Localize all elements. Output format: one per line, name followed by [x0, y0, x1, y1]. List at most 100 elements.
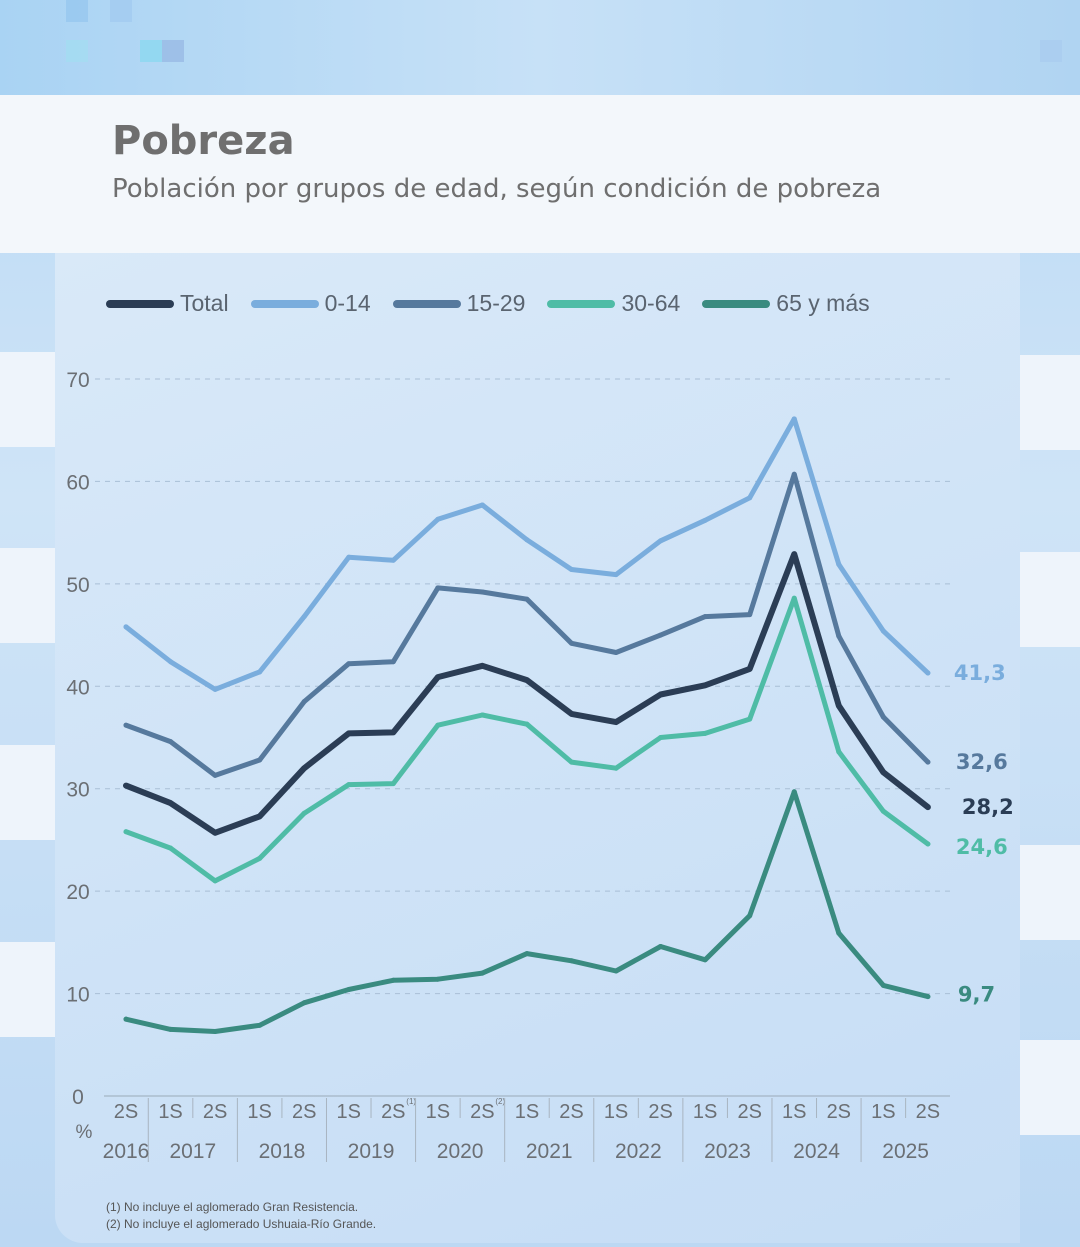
data-point	[123, 1016, 129, 1022]
page-title: Pobreza	[112, 118, 295, 164]
x-tick-year: 2020	[437, 1140, 484, 1163]
end-value-label: 41,3	[954, 661, 1006, 685]
data-point	[123, 783, 129, 789]
data-point	[390, 557, 396, 563]
x-tick-semester: 1S	[604, 1101, 628, 1123]
legend-item: 0-14	[250, 290, 371, 317]
x-tick-semester: 2S	[648, 1101, 672, 1123]
data-point	[212, 686, 218, 692]
data-point	[168, 845, 174, 851]
data-point	[925, 670, 931, 676]
data-point	[301, 699, 307, 705]
x-tick-semester: 1S	[871, 1101, 895, 1123]
data-point	[123, 624, 129, 630]
x-tick-semester: 1S	[782, 1101, 806, 1123]
data-point	[168, 1026, 174, 1032]
legend-label: 65 y más	[776, 290, 870, 316]
data-point	[212, 878, 218, 884]
y-tick-label: 60	[66, 471, 89, 494]
data-point	[390, 729, 396, 735]
legend-item: Total	[106, 290, 229, 317]
data-point	[301, 810, 307, 816]
data-point	[747, 495, 753, 501]
x-tick-year: 2025	[882, 1140, 929, 1163]
data-point	[658, 734, 664, 740]
footnote-2: (2) No incluye el aglomerado Ushuaia-Río…	[106, 1217, 377, 1231]
x-tick-semester: 2S	[292, 1101, 316, 1123]
data-point	[435, 722, 441, 728]
data-point	[257, 813, 263, 819]
data-point	[702, 957, 708, 963]
legend-swatch	[250, 299, 319, 308]
x-tick-semester: 2S	[737, 1101, 761, 1123]
x-tick-year: 2017	[169, 1140, 216, 1163]
data-point	[257, 1022, 263, 1028]
data-point	[435, 585, 441, 591]
x-tick-semester: 1S	[693, 1101, 717, 1123]
data-point	[390, 977, 396, 983]
x-tick-year: 2022	[615, 1140, 662, 1163]
x-tick-semester: 2S	[916, 1101, 940, 1123]
data-point	[791, 551, 797, 557]
data-point	[791, 789, 797, 795]
data-point	[613, 765, 619, 771]
y-tick-label: 0	[72, 1086, 84, 1109]
data-point	[346, 782, 352, 788]
data-point	[168, 800, 174, 806]
y-tick-label: 10	[66, 984, 89, 1007]
x-tick-year: 2021	[526, 1140, 573, 1163]
data-point	[613, 572, 619, 578]
data-point	[212, 772, 218, 778]
series-line-65-y-más	[123, 789, 931, 1034]
data-point	[702, 730, 708, 736]
top-decorative-band	[0, 0, 1080, 95]
data-point	[569, 711, 574, 717]
data-point	[301, 1000, 307, 1006]
x-tick-semester: 2S	[203, 1101, 227, 1123]
x-tick-semester: 1S	[158, 1101, 182, 1123]
side-decoration	[1020, 1040, 1080, 1135]
data-point	[747, 666, 753, 672]
data-point	[435, 674, 441, 680]
x-tick-year: 2019	[348, 1140, 395, 1163]
data-point	[658, 632, 664, 638]
x-tick-semester: 1S	[426, 1101, 450, 1123]
data-point	[257, 757, 263, 763]
data-point	[390, 781, 396, 787]
data-point	[524, 537, 530, 543]
end-value-label: 24,6	[956, 835, 1008, 859]
data-point	[479, 502, 485, 508]
data-point	[212, 830, 218, 836]
y-tick-label: 20	[66, 881, 89, 904]
legend-label: Total	[180, 290, 229, 316]
data-point	[747, 913, 753, 919]
data-point	[569, 567, 574, 573]
end-value-label: 28,2	[962, 795, 1014, 819]
legend-label: 30-64	[621, 290, 681, 316]
data-point	[613, 968, 619, 974]
legend-swatch	[392, 299, 461, 308]
x-tick-footnote-mark: (1)	[406, 1097, 416, 1106]
data-point	[880, 714, 886, 720]
x-tick-semester: 1S	[247, 1101, 271, 1123]
data-point	[613, 719, 619, 725]
side-decoration	[1020, 355, 1080, 450]
data-point	[791, 595, 797, 601]
side-decoration	[0, 352, 60, 447]
y-tick-label: 40	[66, 676, 89, 699]
legend-swatch	[106, 299, 174, 308]
legend: Total 0-14 15-29 30-64 65 y más	[106, 290, 870, 317]
y-tick-label: 70	[66, 369, 89, 392]
data-point	[836, 703, 842, 709]
data-point	[658, 943, 664, 949]
end-value-label: 9,7	[958, 983, 995, 1007]
y-axis-unit: %	[76, 1122, 93, 1143]
data-point	[524, 721, 530, 727]
data-point	[836, 561, 842, 567]
data-point	[880, 628, 886, 634]
data-point	[346, 986, 352, 992]
data-point	[791, 471, 797, 477]
side-decoration	[1020, 845, 1080, 940]
data-point	[123, 722, 129, 728]
